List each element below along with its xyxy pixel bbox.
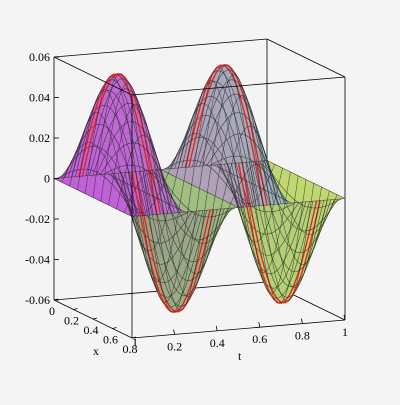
box-edge [266, 38, 346, 78]
mesh-line-t [61, 133, 276, 214]
t-tick-label: 0.6 [252, 332, 267, 346]
t-tick-label: 0.2 [167, 339, 182, 353]
z-tick-label: -0.06 [25, 293, 50, 307]
x-tick [53, 298, 59, 301]
mesh-line-t [77, 80, 291, 282]
x-tick-label: 0 [49, 304, 55, 318]
x-tick-label: 0.2 [64, 314, 79, 328]
x-tick [131, 336, 137, 339]
t-tick [343, 314, 346, 321]
x-tick [73, 308, 78, 310]
box-edge [131, 76, 346, 96]
z-tick-label: -0.02 [25, 212, 50, 226]
box-edge [53, 56, 133, 96]
mesh-line-t [100, 74, 315, 311]
z-tick-label: 0.02 [29, 131, 50, 145]
x-axis-label: x [93, 344, 99, 358]
t-tick-label: 0.4 [210, 336, 225, 350]
t-tick-label: 1 [342, 325, 348, 339]
t-tick-label: 1 [132, 335, 138, 349]
mesh-line-t [69, 103, 283, 252]
t-tick [258, 322, 261, 328]
mesh-line-t [84, 66, 299, 303]
z-tick-label: 0 [44, 172, 50, 186]
t-tick [215, 325, 218, 331]
mesh-line-t [108, 95, 322, 297]
t-tick [173, 329, 175, 335]
x-tick-label: 0.6 [103, 333, 118, 347]
x-tick [92, 317, 98, 320]
t-axis-label: t [238, 349, 242, 363]
mesh-line-t [116, 125, 330, 274]
mesh-line-t [92, 64, 307, 313]
surface-mesh [53, 64, 346, 313]
z-tick-label: 0.06 [29, 50, 50, 64]
t-tick-label: 0.8 [295, 329, 310, 343]
box-edge [53, 38, 268, 58]
z-tick-label: -0.04 [25, 253, 50, 267]
mesh-line-t [123, 163, 338, 244]
t-tick [301, 318, 303, 324]
x-tick [112, 327, 117, 329]
z-tick-label: 0.04 [29, 91, 50, 105]
x-tick-label: 0.8 [123, 342, 138, 356]
axis-ticks: 0.060.040.020-0.02-0.04-0.0600.20.40.60.… [25, 50, 348, 356]
mesh-line-t [131, 198, 346, 217]
x-tick-label: 0.4 [84, 323, 99, 337]
box-edge [131, 319, 346, 339]
